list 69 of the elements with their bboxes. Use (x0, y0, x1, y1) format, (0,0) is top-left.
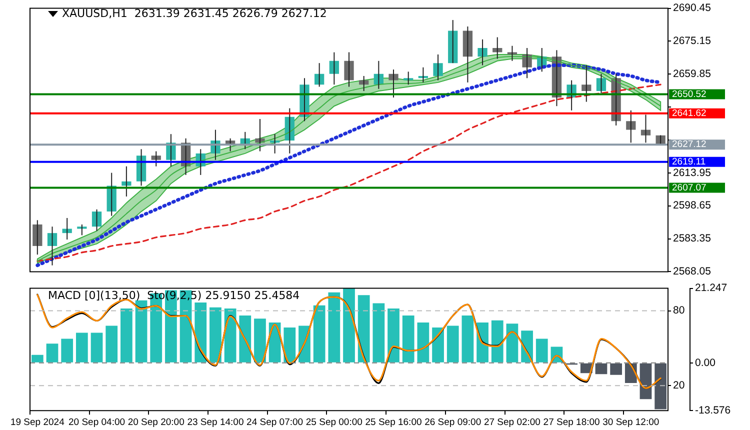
y-tick-label: 2659.85 (673, 68, 712, 80)
candlestick (492, 36, 502, 60)
x-tick-label: 19 Sep 2024 (10, 416, 64, 428)
candlestick (478, 38, 488, 66)
bar (446, 326, 459, 362)
x-tick-label: 26 Sep 09:00 (424, 416, 482, 428)
x-tick-label: 20 Sep 04:00 (68, 416, 126, 428)
x-tick-label: 25 Sep 16:00 (365, 416, 422, 428)
x-tick-label: 30 Sep 12:00 (602, 416, 660, 428)
y-tick-label: 21.247 (695, 282, 728, 294)
y-tick-label: 0.00 (695, 356, 716, 369)
ref-line-label: 2650.52 (672, 88, 706, 100)
candlestick (344, 52, 354, 88)
bar (610, 363, 622, 375)
candlestick (433, 54, 443, 81)
bar (46, 344, 58, 362)
y-tick-label: -13.576 (695, 404, 731, 416)
bar (328, 292, 340, 362)
y2-tick-label: 20 (673, 380, 685, 392)
bar (372, 303, 385, 362)
x-tick-label: 23 Sep 14:00 (187, 416, 244, 428)
candlestick (151, 150, 161, 167)
bar (506, 324, 518, 362)
bar (194, 302, 207, 362)
bar (31, 354, 44, 362)
bar (417, 322, 430, 362)
bar (106, 326, 118, 362)
x-tick-label: 20 Sep 20:00 (128, 416, 184, 428)
bar (284, 327, 296, 362)
x-tick-label: 27 Sep 18:00 (543, 416, 600, 428)
bar (358, 295, 370, 362)
y-tick-label: 2583.35 (673, 232, 712, 245)
y-tick-label: 2613.95 (673, 166, 712, 179)
candlestick (404, 71, 414, 86)
bar (120, 308, 132, 362)
bar (313, 305, 326, 362)
bar (402, 316, 414, 362)
bar (343, 288, 355, 362)
y-tick-label: 2568.05 (673, 266, 712, 278)
candlestick (77, 224, 87, 236)
bar (135, 300, 148, 362)
bar (239, 316, 252, 362)
x-tick-label: 27 Sep 02:00 (484, 416, 540, 428)
bar (640, 363, 652, 400)
bar (388, 308, 400, 362)
bar (90, 332, 103, 362)
ref-line-label: 2607.07 (672, 182, 706, 194)
bar (462, 316, 474, 362)
bar (595, 363, 608, 374)
bar (254, 318, 266, 362)
bar (491, 320, 504, 362)
bar (210, 307, 222, 362)
y-tick-label: 2598.65 (673, 200, 712, 212)
bar (536, 338, 548, 362)
y2-tick-label: 80 (673, 304, 685, 317)
ref-line-label: 2641.62 (672, 108, 706, 120)
ref-line-label: 2627.12 (672, 139, 706, 150)
y-tick-label: 2690.45 (673, 2, 712, 14)
candlestick (388, 69, 398, 98)
x-tick-label: 24 Sep 07:00 (246, 416, 304, 428)
bar (61, 338, 74, 362)
bar (432, 327, 444, 362)
ref-line-label: 2619.11 (672, 156, 706, 168)
candlestick (626, 110, 636, 144)
y-tick-label: 2675.15 (673, 35, 712, 48)
bar (76, 332, 88, 362)
x-tick-label: 25 Sep 00:00 (306, 416, 362, 428)
chart-title: XAUUSD,H1 2631.39 2631.45 2626.79 2627.12 (62, 7, 327, 20)
bar (654, 363, 667, 410)
